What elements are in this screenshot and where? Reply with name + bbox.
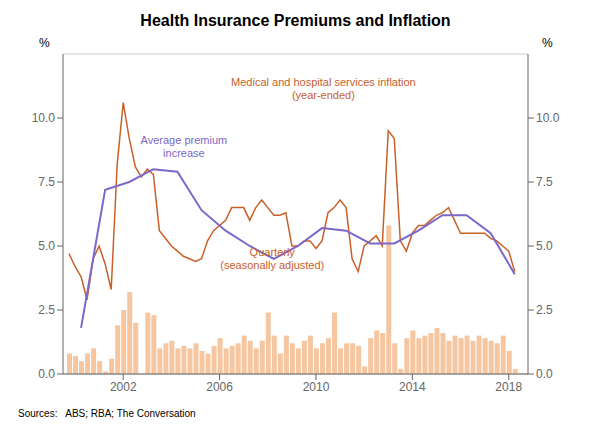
svg-text:0.0: 0.0 — [536, 367, 553, 381]
html-text:Quarterly (seasonally adjusted: Quarterly (seasonally adjusted) — [220, 246, 325, 271]
html-text:Sources: ABS; RBA; The Convers: Sources: ABS; RBA; The Conversation — [18, 408, 196, 419]
svg-text:2002: 2002 — [110, 380, 137, 394]
svg-text:5.0: 5.0 — [38, 239, 55, 253]
svg-text:5.0: 5.0 — [536, 239, 553, 253]
svg-text:2010: 2010 — [303, 380, 330, 394]
svg-text:10.0: 10.0 — [536, 111, 560, 125]
svg-text:2.5: 2.5 — [536, 303, 553, 317]
svg-text:2018: 2018 — [495, 380, 522, 394]
svg-text:2.5: 2.5 — [38, 303, 55, 317]
svg-text:2006: 2006 — [206, 380, 233, 394]
svg-text:10.0: 10.0 — [32, 111, 56, 125]
svg-text:7.5: 7.5 — [38, 175, 55, 189]
svg-text:0.0: 0.0 — [38, 367, 55, 381]
html-text:Health Insurance Premiums and: Health Insurance Premiums and Inflation — [140, 12, 451, 29]
html-text:Average premium increase: Average premium increase — [140, 134, 228, 159]
svg-text:7.5: 7.5 — [536, 175, 553, 189]
svg-text:2014: 2014 — [399, 380, 426, 394]
html-text:Medical and hospital services: Medical and hospital services inflation … — [231, 76, 416, 102]
